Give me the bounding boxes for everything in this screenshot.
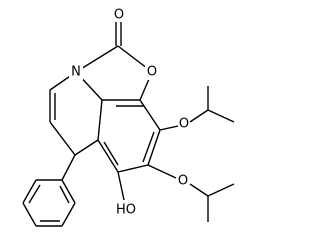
atom-label: HO [116,203,136,218]
bonds [22,22,235,227]
atom-label: N [71,65,81,80]
atom-label: O [147,65,157,80]
structure: O N O O O HO [22,8,235,227]
atom-label: O [178,174,188,189]
atom-label: O [179,117,189,132]
atom-labels: O N O O O HO [69,8,189,218]
atom-label: O [114,8,124,23]
